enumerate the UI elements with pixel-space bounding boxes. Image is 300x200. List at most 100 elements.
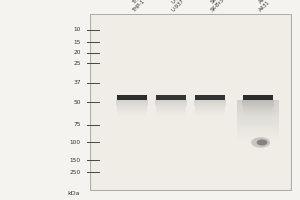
Bar: [194, 102, 226, 103]
Bar: [196, 115, 224, 116]
Bar: [117, 110, 147, 111]
Text: U-937: U-937: [171, 0, 186, 13]
Bar: [244, 116, 272, 117]
Bar: [243, 106, 273, 107]
Bar: [237, 131, 279, 132]
Text: 25: 25: [74, 61, 81, 66]
Bar: [118, 115, 146, 116]
Bar: [237, 110, 279, 112]
Bar: [237, 117, 279, 119]
Bar: [117, 109, 147, 110]
Text: THP-1: THP-1: [132, 0, 146, 13]
Bar: [244, 112, 272, 113]
Bar: [157, 115, 185, 116]
Bar: [194, 101, 226, 102]
Bar: [195, 109, 225, 110]
Text: 10: 10: [74, 27, 81, 32]
Bar: [244, 115, 272, 116]
Bar: [244, 113, 272, 114]
Bar: [195, 106, 225, 107]
Text: 250: 250: [70, 170, 81, 175]
Bar: [243, 95, 273, 100]
Bar: [92, 15, 290, 189]
Bar: [195, 107, 225, 108]
Bar: [116, 101, 148, 102]
Bar: [237, 102, 279, 103]
Bar: [194, 100, 226, 101]
Bar: [194, 104, 226, 105]
Bar: [155, 104, 187, 105]
Text: 20: 20: [74, 50, 81, 55]
Text: 50: 50: [74, 99, 81, 104]
Bar: [237, 124, 279, 126]
Bar: [156, 108, 186, 109]
Text: SK-Br3: SK-Br3: [210, 0, 226, 13]
Bar: [196, 112, 224, 113]
Text: A431: A431: [258, 0, 271, 13]
Text: 100: 100: [70, 140, 81, 145]
Bar: [237, 119, 279, 120]
Bar: [116, 103, 148, 104]
Bar: [237, 115, 279, 117]
Bar: [237, 132, 279, 134]
Bar: [237, 107, 279, 109]
Bar: [237, 139, 279, 141]
Bar: [155, 105, 187, 106]
Bar: [118, 116, 146, 117]
Bar: [195, 108, 225, 109]
Bar: [242, 103, 274, 104]
Bar: [156, 111, 186, 112]
Bar: [157, 113, 185, 114]
Bar: [196, 114, 224, 115]
Bar: [155, 103, 187, 104]
Bar: [243, 110, 273, 111]
Bar: [156, 106, 186, 107]
Bar: [158, 117, 184, 118]
Bar: [118, 118, 146, 119]
Bar: [242, 104, 274, 105]
Bar: [242, 100, 274, 101]
Bar: [194, 103, 226, 104]
Bar: [196, 116, 224, 117]
Bar: [157, 112, 185, 113]
Bar: [244, 114, 272, 115]
Bar: [157, 116, 185, 117]
Bar: [244, 117, 272, 118]
Bar: [237, 109, 279, 110]
Text: SK-Br3: SK-Br3: [210, 0, 226, 5]
Bar: [117, 106, 147, 107]
Bar: [117, 111, 147, 112]
Bar: [243, 107, 273, 108]
Bar: [237, 120, 279, 122]
Bar: [155, 102, 187, 103]
Bar: [118, 112, 146, 113]
Bar: [242, 101, 274, 102]
Bar: [237, 127, 279, 129]
Bar: [195, 95, 225, 100]
Bar: [118, 117, 146, 118]
Bar: [157, 114, 185, 115]
Bar: [243, 109, 273, 110]
Bar: [237, 141, 279, 142]
Text: 75: 75: [74, 122, 81, 127]
Bar: [237, 103, 279, 105]
Bar: [194, 105, 226, 106]
Bar: [117, 95, 147, 100]
Bar: [195, 110, 225, 111]
Bar: [156, 95, 186, 100]
Ellipse shape: [256, 139, 267, 146]
Bar: [90, 14, 291, 190]
Bar: [116, 105, 148, 106]
Bar: [116, 104, 148, 105]
Bar: [237, 105, 279, 107]
Bar: [195, 111, 225, 112]
Text: 150: 150: [70, 158, 81, 163]
Bar: [116, 102, 148, 103]
Bar: [237, 126, 279, 127]
Bar: [196, 117, 224, 118]
Bar: [118, 114, 146, 115]
Bar: [243, 108, 273, 109]
Bar: [244, 118, 272, 119]
Text: 15: 15: [74, 40, 81, 45]
Bar: [242, 105, 274, 106]
